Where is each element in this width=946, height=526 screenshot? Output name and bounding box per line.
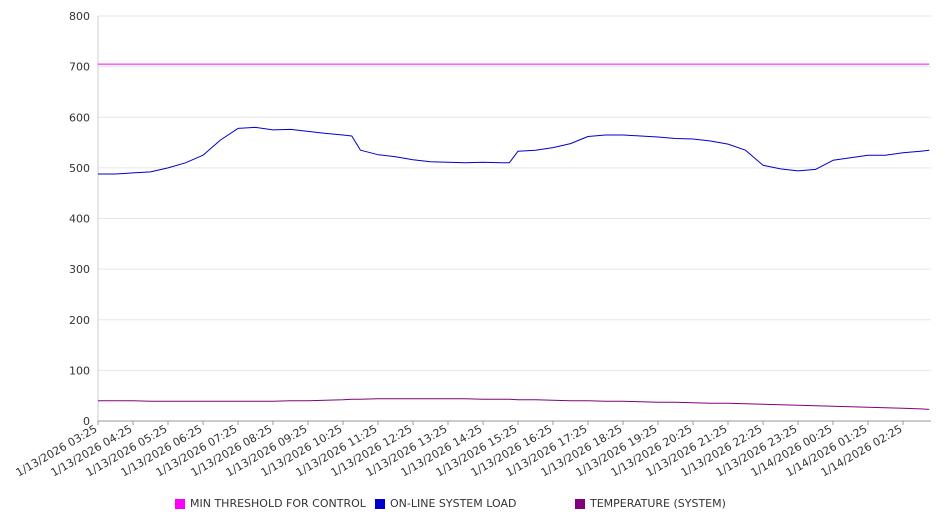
y-tick-label: 400 xyxy=(69,213,90,226)
legend-item-temperature: TEMPERATURE (SYSTEM) xyxy=(575,497,726,510)
legend-swatch xyxy=(175,498,185,509)
legend-item-min-threshold: MIN THRESHOLD FOR CONTROL xyxy=(175,497,366,510)
legend-label: MIN THRESHOLD FOR CONTROL xyxy=(190,497,366,510)
y-tick-label: 800 xyxy=(69,10,90,23)
legend-swatch xyxy=(575,498,585,509)
axes xyxy=(97,16,931,422)
legend-label: TEMPERATURE (SYSTEM) xyxy=(590,497,726,510)
legend-item-system-load: ON-LINE SYSTEM LOAD xyxy=(375,497,516,510)
y-tick-label: 100 xyxy=(69,364,90,377)
x-axis-ticks: 1/13/2026 03:251/13/2026 04:251/13/2026 … xyxy=(14,421,905,479)
y-tick-label: 300 xyxy=(69,263,90,276)
y-tick-label: 0 xyxy=(83,415,90,428)
legend-swatch xyxy=(375,498,385,509)
y-axis-ticks: 0 100 200 300 400 500 600 700 800 xyxy=(69,10,90,428)
grid xyxy=(98,15,931,371)
y-tick-label: 600 xyxy=(69,111,90,124)
y-tick-label: 500 xyxy=(69,162,90,175)
legend-label: ON-LINE SYSTEM LOAD xyxy=(390,497,517,510)
y-tick-label: 200 xyxy=(69,314,90,327)
chart-legend: MIN THRESHOLD FOR CONTROL ON-LINE SYSTEM… xyxy=(0,497,946,515)
series-line-1 xyxy=(98,126,930,175)
series-line-2 xyxy=(98,398,930,410)
y-tick-label: 700 xyxy=(69,61,90,74)
series-lines xyxy=(98,63,930,410)
